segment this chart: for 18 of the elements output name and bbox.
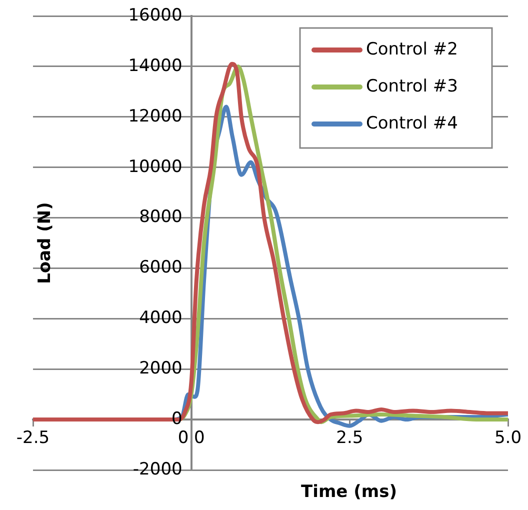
y-tick-label: 10000 [128, 156, 182, 177]
y-tick-label: 2000 [139, 358, 182, 379]
legend-label: Control #3 [366, 76, 458, 96]
y-axis-title: Load (N) [35, 202, 55, 284]
x-tick-label: 0.0 [178, 428, 205, 448]
y-tick-label: 8000 [139, 207, 182, 228]
y-tick-label: -2000 [132, 459, 182, 480]
y-tick-label: 6000 [139, 258, 182, 278]
legend-label: Control #4 [366, 113, 458, 134]
x-tick-label: -2.5 [16, 428, 50, 448]
x-axis-title: Time (ms) [300, 482, 398, 502]
x-tick-label: 5.0 [494, 428, 522, 448]
y-tick-label: 12000 [128, 106, 182, 126]
y-tick-label: 4000 [139, 308, 182, 328]
x-tick-label: 2.5 [336, 428, 364, 448]
y-tick-label: 16000 [128, 5, 182, 26]
legend-label: Control #2 [366, 39, 458, 60]
y-tick-label: 14000 [128, 56, 182, 76]
